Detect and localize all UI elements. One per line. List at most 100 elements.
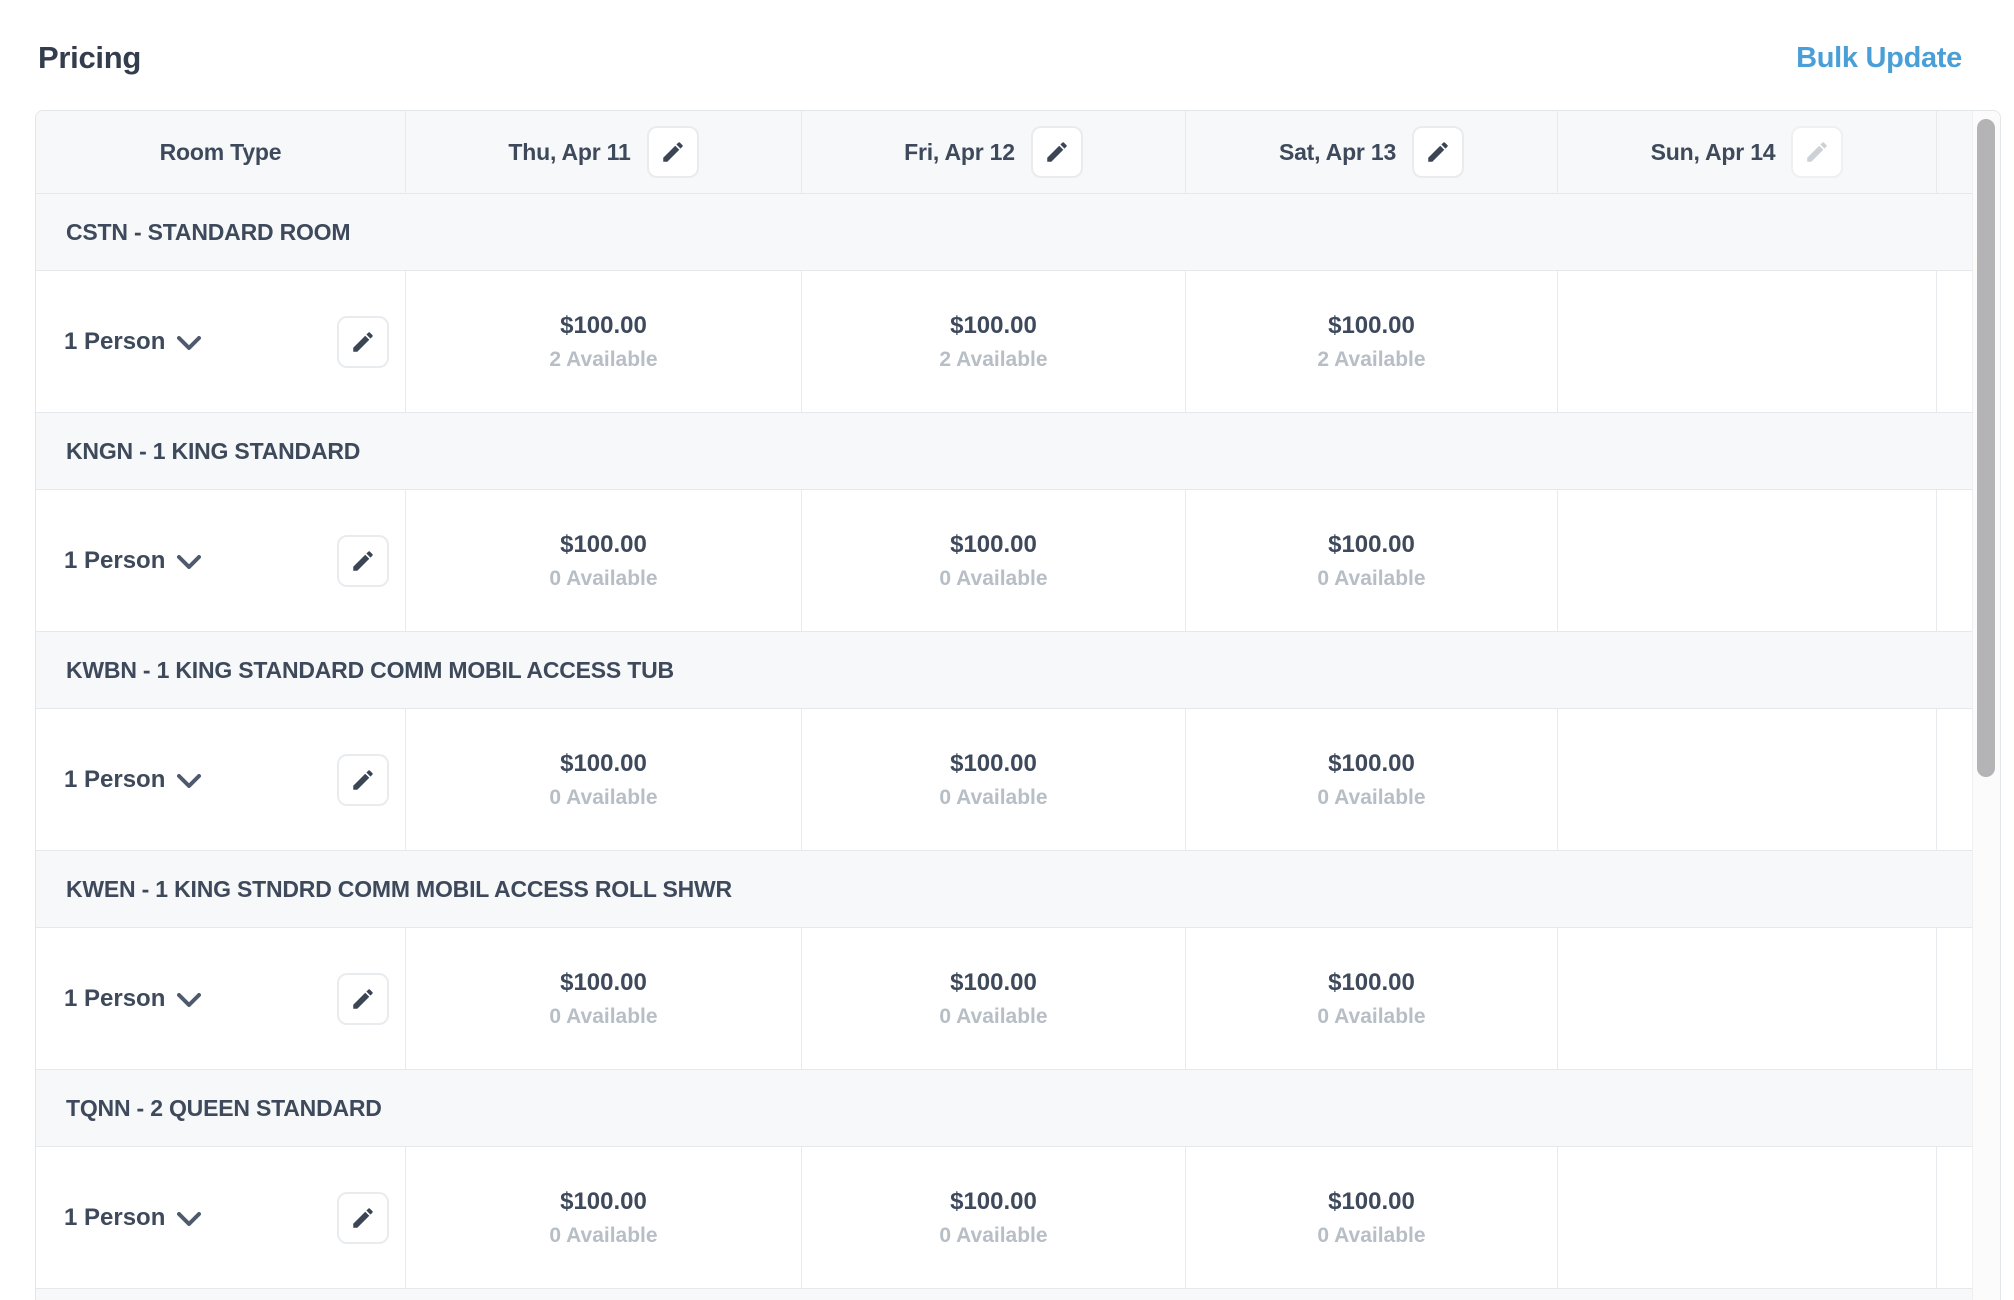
availability-label: 0 Available — [939, 1004, 1048, 1028]
price-cell-empty — [1558, 490, 1937, 631]
room-type-group-header: CSTN - STANDARD ROOM — [36, 194, 1972, 271]
occupancy-dropdown[interactable]: 1 Person — [64, 985, 202, 1013]
chevron-down-icon — [177, 552, 202, 570]
price-value: $100.00 — [950, 749, 1037, 777]
occupancy-dropdown[interactable]: 1 Person — [64, 765, 202, 794]
price-cell[interactable]: $100.00 0 Available — [406, 928, 802, 1069]
occupancy-dropdown[interactable]: 1 Person — [64, 1203, 202, 1232]
room-type-name: TQNN - 2 QUEEN STANDARD — [66, 1094, 382, 1121]
price-cell[interactable]: $100.00 0 Available — [1186, 709, 1558, 850]
availability-label: 0 Available — [1317, 1223, 1426, 1247]
price-value: $100.00 — [1328, 1187, 1415, 1215]
date-header-label: Thu, Apr 11 — [508, 138, 631, 165]
occupancy-cell: 1 Person — [36, 271, 406, 412]
table-row: 1 Person $100.00 0 Available $100.00 0 A… — [36, 1147, 1972, 1289]
vertical-scrollbar-track[interactable] — [1972, 111, 2000, 1300]
price-cell[interactable]: $100.00 0 Available — [1186, 1147, 1558, 1288]
date-header-label: Sat, Apr 13 — [1278, 138, 1397, 165]
occupancy-label: 1 Person — [64, 765, 166, 793]
availability-label: 2 Available — [549, 347, 658, 371]
edit-row-button[interactable] — [337, 315, 389, 368]
column-header-room-type: Room Type — [36, 111, 406, 193]
edit-row-button[interactable] — [337, 534, 389, 587]
occupancy-dropdown[interactable]: 1 Person — [64, 328, 202, 356]
price-cell[interactable]: $100.00 2 Available — [1186, 271, 1558, 412]
price-cell[interactable]: $100.00 0 Available — [802, 490, 1186, 631]
room-type-name: KWEN - 1 KING STNDRD COMM MOBIL ACCESS R… — [66, 875, 732, 902]
page-title: Pricing — [38, 40, 141, 75]
pencil-icon — [1428, 142, 1448, 162]
room-type-name: CSTN - STANDARD ROOM — [66, 218, 351, 245]
pricing-table: Room Type Thu, Apr 11 Fri, Apr 12 Sat, A… — [35, 110, 2001, 1300]
occupancy-cell: 1 Person — [36, 1147, 406, 1288]
price-value: $100.00 — [950, 968, 1037, 996]
price-value: $100.00 — [560, 530, 647, 558]
price-cell[interactable]: $100.00 0 Available — [802, 1147, 1186, 1288]
price-value: $100.00 — [560, 1187, 647, 1215]
occupancy-cell: 1 Person — [36, 928, 406, 1069]
room-type-header-label: Room Type — [159, 138, 282, 165]
column-header-fri-apr-12: Fri, Apr 12 — [802, 111, 1186, 193]
availability-label: 0 Available — [939, 566, 1048, 590]
price-cell[interactable]: $100.00 0 Available — [1186, 928, 1558, 1069]
bulk-update-link[interactable]: Bulk Update — [1796, 41, 1962, 74]
room-type-group-header: KWBN - 1 KING STANDARD COMM MOBIL ACCESS… — [36, 632, 1972, 709]
edit-row-button[interactable] — [337, 1191, 389, 1244]
price-value: $100.00 — [1328, 311, 1415, 339]
price-value: $100.00 — [950, 1187, 1037, 1215]
price-cell[interactable]: $100.00 0 Available — [406, 1147, 802, 1288]
availability-label: 0 Available — [939, 785, 1048, 809]
pencil-icon — [353, 1207, 373, 1228]
occupancy-label: 1 Person — [64, 1203, 166, 1231]
column-header-sat-apr-13: Sat, Apr 13 — [1186, 111, 1558, 193]
price-cell[interactable]: $100.00 2 Available — [406, 271, 802, 412]
price-value: $100.00 — [560, 749, 647, 777]
room-type-name: KNGN - 1 KING STANDARD — [66, 437, 361, 464]
availability-label: 0 Available — [549, 1004, 658, 1028]
pencil-icon — [353, 988, 373, 1009]
vertical-scrollbar-thumb[interactable] — [1977, 119, 1995, 777]
availability-label: 0 Available — [549, 785, 658, 809]
price-cell[interactable]: $100.00 0 Available — [802, 709, 1186, 850]
edit-date-sun-button-disabled — [1791, 126, 1844, 178]
room-type-name: KWBN - 1 KING STANDARD COMM MOBIL ACCESS… — [66, 656, 674, 683]
occupancy-cell: 1 Person — [36, 709, 406, 850]
occupancy-label: 1 Person — [64, 546, 166, 574]
availability-label: 2 Available — [939, 347, 1048, 371]
availability-label: 2 Available — [1317, 347, 1426, 371]
chevron-down-icon — [177, 771, 202, 789]
edit-row-button[interactable] — [337, 753, 389, 806]
price-cell-empty — [1558, 709, 1937, 850]
column-header-stub — [1937, 111, 1972, 193]
price-cell[interactable]: $100.00 0 Available — [802, 928, 1186, 1069]
edit-date-thu-button[interactable] — [646, 126, 699, 178]
price-cell[interactable]: $100.00 0 Available — [406, 490, 802, 631]
pencil-icon — [1807, 142, 1828, 162]
table-header-row: Room Type Thu, Apr 11 Fri, Apr 12 Sat, A… — [36, 111, 1972, 194]
occupancy-dropdown[interactable]: 1 Person — [64, 546, 202, 575]
availability-label: 0 Available — [1317, 566, 1426, 590]
table-row: 1 Person $100.00 2 Available $100.00 2 A… — [36, 271, 1972, 413]
occupancy-cell: 1 Person — [36, 490, 406, 631]
pencil-icon — [1047, 142, 1067, 162]
edit-row-button[interactable] — [337, 972, 389, 1025]
price-value: $100.00 — [950, 311, 1037, 339]
edit-date-fri-button[interactable] — [1030, 126, 1083, 178]
pencil-icon — [662, 142, 683, 162]
price-cell-empty — [1558, 1147, 1937, 1288]
chevron-down-icon — [177, 1209, 202, 1227]
price-cell[interactable]: $100.00 2 Available — [802, 271, 1186, 412]
price-cell[interactable]: $100.00 0 Available — [406, 709, 802, 850]
stub-cell — [1937, 1147, 1972, 1288]
edit-date-sat-button[interactable] — [1412, 126, 1465, 178]
price-value: $100.00 — [950, 530, 1037, 558]
room-type-group-header-partial — [36, 1289, 1972, 1300]
room-type-group-header: KWEN - 1 KING STNDRD COMM MOBIL ACCESS R… — [36, 851, 1972, 928]
table-row: 1 Person $100.00 0 Available $100.00 0 A… — [36, 928, 1972, 1070]
pencil-icon — [353, 331, 373, 352]
stub-cell — [1937, 928, 1972, 1069]
column-header-thu-apr-11: Thu, Apr 11 — [406, 111, 802, 193]
price-cell[interactable]: $100.00 0 Available — [1186, 490, 1558, 631]
availability-label: 0 Available — [1317, 785, 1426, 809]
column-header-sun-apr-14: Sun, Apr 14 — [1558, 111, 1937, 193]
